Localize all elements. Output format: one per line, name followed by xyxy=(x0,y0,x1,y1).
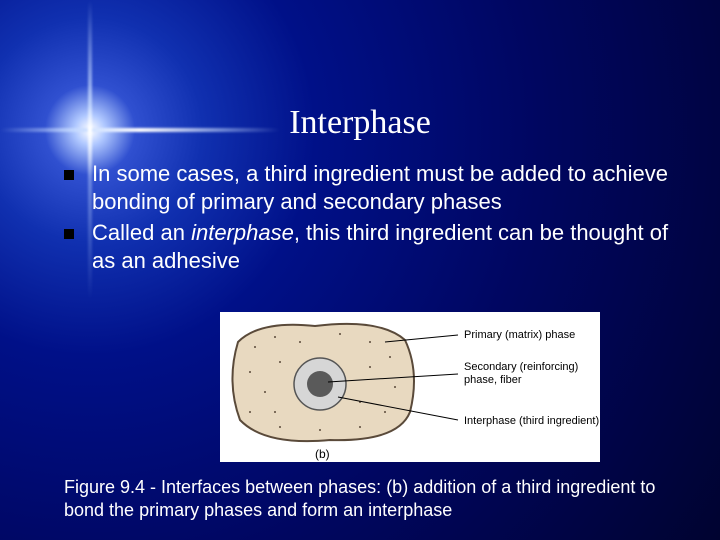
list-item: Called an interphase, this third ingredi… xyxy=(64,219,674,274)
fiber-core xyxy=(307,371,333,397)
bullet-list: In some cases, a third ingredient must b… xyxy=(64,160,674,278)
bullet-square-icon xyxy=(64,229,74,239)
caption-pre: Figure 9.4 xyxy=(64,477,150,497)
figure-sublabel: (b) xyxy=(315,447,330,461)
figure-caption: Figure 9.4 ‑ Interfaces between phases: … xyxy=(64,476,664,521)
figure-label-secondary-l1: Secondary (reinforcing) xyxy=(464,361,578,373)
caption-dash: ‑ xyxy=(150,477,161,497)
figure-label-secondary-l2: phase, fiber xyxy=(464,374,522,386)
bullet-text-pre: Called an xyxy=(92,220,191,245)
figure-diagram: Primary (matrix) phase Secondary (reinfo… xyxy=(220,312,600,462)
slide-title: Interphase xyxy=(0,104,720,142)
bullet-text-em: interphase xyxy=(191,220,294,245)
list-item: In some cases, a third ingredient must b… xyxy=(64,160,674,215)
figure-label-primary: Primary (matrix) phase xyxy=(464,329,575,341)
bullet-text: Called an interphase, this third ingredi… xyxy=(92,219,674,274)
figure-label-interphase: Interphase (third ingredient) xyxy=(464,415,599,427)
bullet-text-pre: In some cases, a third ingredient must b… xyxy=(92,161,668,214)
bullet-square-icon xyxy=(64,170,74,180)
bullet-text: In some cases, a third ingredient must b… xyxy=(92,160,674,215)
